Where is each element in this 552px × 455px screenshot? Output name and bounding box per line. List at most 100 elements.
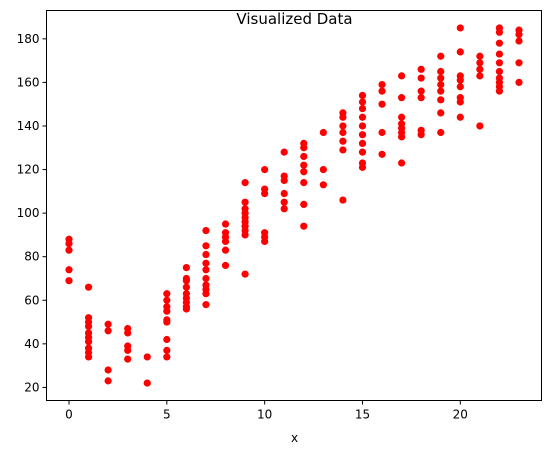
y-tick-label: 60 xyxy=(24,293,39,307)
x-tick-label: 0 xyxy=(65,408,73,422)
x-tick-label: 20 xyxy=(453,408,468,422)
data-point xyxy=(456,76,464,84)
data-point xyxy=(261,237,269,246)
y-tick-label: 180 xyxy=(17,32,40,46)
data-point xyxy=(241,179,249,187)
data-point xyxy=(515,78,523,86)
data-point xyxy=(339,146,347,154)
data-point xyxy=(261,165,269,174)
data-point xyxy=(437,109,445,117)
data-point xyxy=(280,148,288,156)
data-point xyxy=(495,39,504,47)
data-point xyxy=(300,222,308,230)
data-point xyxy=(84,283,93,291)
data-point xyxy=(300,144,308,152)
data-point xyxy=(437,128,445,137)
data-point xyxy=(124,346,132,354)
data-point xyxy=(104,320,112,328)
data-point xyxy=(339,137,347,145)
data-point xyxy=(202,259,210,267)
data-point xyxy=(300,161,308,169)
data-point xyxy=(417,94,425,102)
data-point xyxy=(280,189,288,198)
data-points xyxy=(65,24,523,387)
data-point xyxy=(202,266,210,274)
data-point xyxy=(300,200,308,209)
data-point xyxy=(104,377,112,385)
x-axis: 0 5 10 15 20 xyxy=(65,400,468,422)
data-point xyxy=(124,329,132,337)
data-point xyxy=(417,87,425,95)
data-point xyxy=(261,189,269,198)
data-point xyxy=(456,24,464,32)
y-tick-label: 40 xyxy=(24,337,39,351)
x-tick-label: 10 xyxy=(257,408,272,422)
data-point xyxy=(495,50,504,58)
data-point xyxy=(339,196,347,204)
data-point xyxy=(358,113,367,121)
data-point xyxy=(202,290,210,298)
data-point xyxy=(437,96,445,104)
data-point xyxy=(104,366,112,374)
data-point xyxy=(456,83,464,91)
y-tick-label: 100 xyxy=(17,206,40,220)
data-point xyxy=(358,91,367,100)
data-point xyxy=(84,353,93,361)
data-point xyxy=(84,322,93,331)
data-point xyxy=(202,301,210,309)
y-tick-label: 20 xyxy=(24,380,39,394)
y-tick-label: 140 xyxy=(17,119,40,133)
data-point xyxy=(221,220,230,228)
data-point xyxy=(65,266,73,274)
data-point xyxy=(339,113,347,121)
data-point xyxy=(202,274,210,283)
data-point xyxy=(163,335,171,344)
data-point xyxy=(84,338,93,346)
data-point xyxy=(241,231,249,239)
data-point xyxy=(182,305,190,313)
data-point xyxy=(163,307,171,315)
y-axis: 20 40 60 80 100 120 140 160 180 xyxy=(17,32,47,394)
data-point xyxy=(378,128,386,137)
y-tick-label: 160 xyxy=(17,75,40,89)
x-tick-label: 5 xyxy=(163,408,171,422)
data-point xyxy=(495,28,504,36)
data-point xyxy=(65,246,73,254)
data-point xyxy=(437,74,445,82)
data-point xyxy=(437,87,445,95)
data-point xyxy=(300,152,308,161)
data-point xyxy=(202,250,210,259)
data-point xyxy=(456,98,464,106)
data-point xyxy=(182,263,190,272)
data-point xyxy=(202,242,210,250)
data-point xyxy=(163,290,171,298)
data-point xyxy=(280,176,288,185)
data-point xyxy=(104,327,112,335)
data-point xyxy=(417,74,425,82)
data-point xyxy=(65,240,73,248)
data-point xyxy=(358,122,367,130)
data-point xyxy=(437,52,445,60)
data-point xyxy=(358,163,367,171)
data-point xyxy=(515,30,523,39)
data-point xyxy=(476,65,484,73)
data-point xyxy=(319,165,327,174)
data-point xyxy=(417,65,425,73)
data-point xyxy=(417,131,425,139)
data-point xyxy=(398,72,406,80)
data-point xyxy=(221,237,230,246)
data-point xyxy=(456,113,464,121)
data-point xyxy=(378,150,386,158)
data-point xyxy=(163,346,171,354)
data-point xyxy=(143,353,151,361)
data-point xyxy=(398,159,406,167)
data-point xyxy=(358,148,367,156)
data-point xyxy=(163,318,171,326)
chart-title: Visualized Data xyxy=(236,10,352,28)
data-point xyxy=(358,131,367,139)
data-point xyxy=(280,205,288,213)
data-point xyxy=(182,283,190,291)
data-point xyxy=(163,353,171,361)
data-point xyxy=(319,128,327,137)
data-point xyxy=(221,261,230,270)
